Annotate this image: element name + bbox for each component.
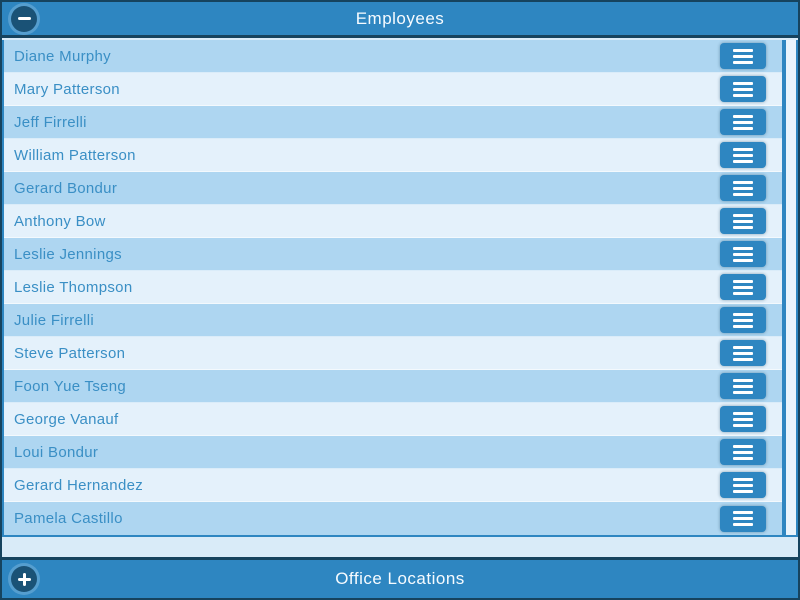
employee-name: Diane Murphy xyxy=(14,47,111,65)
menu-icon xyxy=(733,345,753,361)
menu-icon xyxy=(733,477,753,493)
list-item[interactable]: William Patterson xyxy=(4,139,782,172)
employee-name: Pamela Castillo xyxy=(14,510,123,527)
employee-name: Foon Yue Tseng xyxy=(14,377,127,395)
row-menu-button[interactable] xyxy=(720,472,766,498)
section-header-office-locations[interactable]: Office Locations xyxy=(2,557,798,598)
list-item[interactable]: Jeff Firrelli xyxy=(4,106,782,139)
row-menu-button[interactable] xyxy=(720,406,766,432)
row-menu-button[interactable] xyxy=(720,307,766,333)
minus-icon xyxy=(17,17,31,20)
row-menu-button[interactable] xyxy=(720,241,766,267)
employees-panel: Diane Murphy Mary Patterson Jeff Firrell… xyxy=(2,38,798,557)
list-item[interactable]: Gerard Hernandez xyxy=(4,469,782,502)
menu-icon xyxy=(733,312,753,328)
plus-icon xyxy=(17,572,31,586)
list-item[interactable]: Gerard Bondur xyxy=(4,172,782,205)
list-item[interactable]: Foon Yue Tseng xyxy=(4,370,782,403)
list-item[interactable]: Steve Patterson xyxy=(4,337,782,370)
employee-name: Jeff Firrelli xyxy=(14,113,87,131)
menu-icon xyxy=(733,81,753,97)
row-menu-button[interactable] xyxy=(720,76,766,102)
list-item[interactable]: George Vanauf xyxy=(4,403,782,436)
row-menu-button[interactable] xyxy=(720,505,766,532)
collapse-employees-button[interactable] xyxy=(11,5,37,32)
row-menu-button[interactable] xyxy=(720,373,766,399)
row-menu-button[interactable] xyxy=(720,109,766,135)
row-menu-button[interactable] xyxy=(720,43,766,69)
employee-name: Anthony Bow xyxy=(14,212,106,230)
menu-icon xyxy=(733,511,753,526)
employee-name: William Patterson xyxy=(14,146,136,164)
list-item[interactable]: Pamela Castillo xyxy=(4,502,782,535)
menu-icon xyxy=(733,114,753,130)
row-menu-button[interactable] xyxy=(720,340,766,366)
employee-name: Leslie Thompson xyxy=(14,278,133,296)
row-menu-button[interactable] xyxy=(720,274,766,300)
menu-icon xyxy=(733,180,753,196)
menu-icon xyxy=(733,444,753,460)
menu-icon xyxy=(733,147,753,163)
employee-name: Steve Patterson xyxy=(14,344,126,362)
list-item[interactable]: Diane Murphy xyxy=(4,40,782,73)
scrollbar-track[interactable] xyxy=(784,40,798,537)
employee-name: Loui Bondur xyxy=(14,443,99,461)
menu-icon xyxy=(733,411,753,427)
list-item[interactable]: Leslie Jennings xyxy=(4,238,782,271)
menu-icon xyxy=(733,246,753,262)
expand-office-locations-button[interactable] xyxy=(11,566,37,592)
menu-icon xyxy=(733,279,753,295)
employee-name: Mary Patterson xyxy=(14,80,120,98)
menu-icon xyxy=(733,378,753,394)
menu-icon xyxy=(733,48,753,64)
employee-name: George Vanauf xyxy=(14,410,119,428)
list-item[interactable]: Julie Firrelli xyxy=(4,304,782,337)
row-menu-button[interactable] xyxy=(720,142,766,168)
employee-list: Diane Murphy Mary Patterson Jeff Firrell… xyxy=(2,40,784,537)
employee-name: Leslie Jennings xyxy=(14,245,122,263)
list-item[interactable]: Leslie Thompson xyxy=(4,271,782,304)
row-menu-button[interactable] xyxy=(720,439,766,465)
row-menu-button[interactable] xyxy=(720,175,766,201)
list-item[interactable]: Mary Patterson xyxy=(4,73,782,106)
list-item[interactable]: Loui Bondur xyxy=(4,436,782,469)
section-header-employees[interactable]: Employees xyxy=(2,2,798,38)
employee-name: Gerard Bondur xyxy=(14,179,118,197)
employee-name: Gerard Hernandez xyxy=(14,476,144,494)
row-menu-button[interactable] xyxy=(720,208,766,234)
list-item[interactable]: Anthony Bow xyxy=(4,205,782,238)
employee-name: Julie Firrelli xyxy=(14,311,95,329)
employees-section-title: Employees xyxy=(355,8,445,28)
office-locations-section-title: Office Locations xyxy=(335,569,465,588)
menu-icon xyxy=(733,213,753,229)
